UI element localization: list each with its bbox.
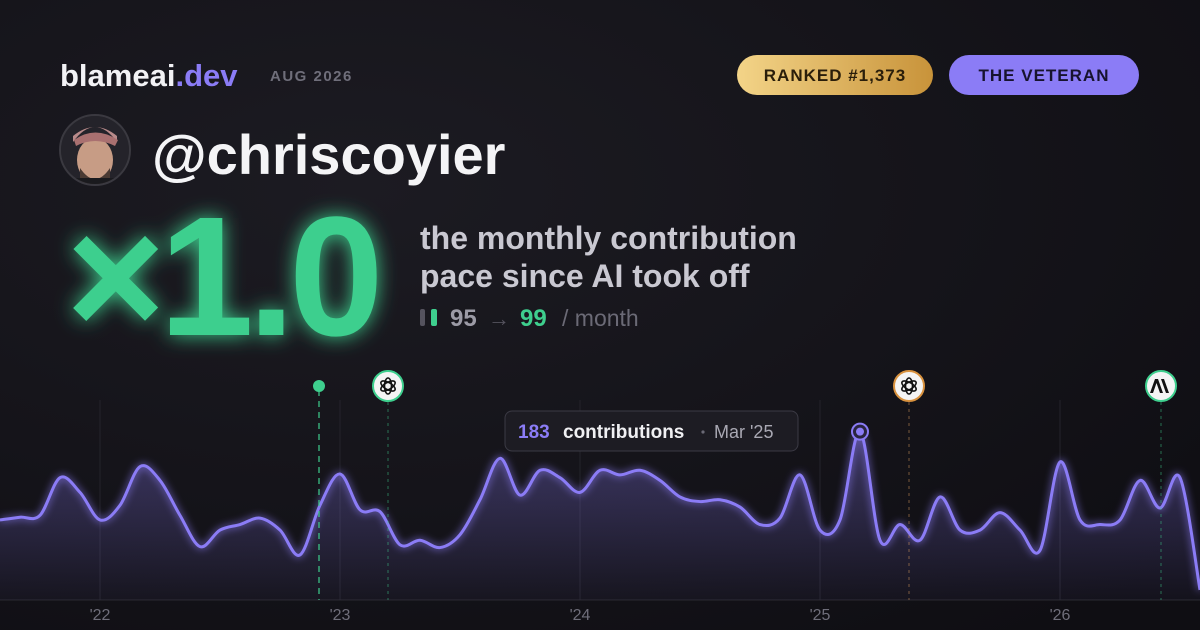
tooltip-label: contributions xyxy=(563,422,684,443)
rank-badge xyxy=(737,55,933,95)
x-tick-label: '24 xyxy=(570,607,591,624)
x-tick-label: '25 xyxy=(810,607,831,624)
tier-badge-text: THE VETERAN xyxy=(979,66,1110,85)
rank-badge-text: RANKED #1,373 xyxy=(764,66,906,85)
chart: '22 '23 '24 '25 '26 xyxy=(0,400,1200,624)
tier-badge xyxy=(949,55,1139,95)
tooltip-value: 183 xyxy=(518,422,550,443)
pace-before: 95 xyxy=(450,305,477,332)
x-tick-label: '22 xyxy=(90,607,111,624)
tooltip: 183 contributions Mar '25 xyxy=(504,410,799,452)
openai-icon xyxy=(893,370,925,402)
brand-name: blameai xyxy=(60,58,175,93)
anthropic-icon xyxy=(1145,370,1177,402)
highlight-dot xyxy=(856,427,864,436)
handle: @chriscoyier xyxy=(152,123,505,186)
x-tick-label: '26 xyxy=(1050,607,1071,624)
brand-tld: .dev xyxy=(175,58,238,93)
period: AUG 2026 xyxy=(270,68,353,85)
event-dot xyxy=(313,380,325,392)
area-fill xyxy=(0,431,1200,600)
brand: blameai.dev xyxy=(60,58,238,93)
description-line: the monthly contribution xyxy=(420,220,797,256)
contribution-line xyxy=(0,430,1200,591)
pace-after: 99 xyxy=(520,305,547,332)
tooltip-box xyxy=(504,410,799,452)
openai-icon xyxy=(372,370,404,402)
tooltip-separator xyxy=(701,430,705,434)
openai-logo xyxy=(380,377,396,395)
x-tick-label: '23 xyxy=(330,607,351,624)
event-markers xyxy=(313,370,1177,600)
description-line: pace since AI took off xyxy=(420,258,750,294)
tooltip-date: Mar '25 xyxy=(714,422,773,442)
openai-logo xyxy=(901,377,917,395)
pace-icon xyxy=(431,309,437,326)
pace-arrow: → xyxy=(488,306,510,331)
pace-icon xyxy=(420,309,425,326)
pace-unit: / month xyxy=(562,305,639,331)
avatar xyxy=(59,114,131,186)
anthropic-logo xyxy=(1150,379,1169,393)
multiplier: ×1.0 xyxy=(66,182,378,372)
